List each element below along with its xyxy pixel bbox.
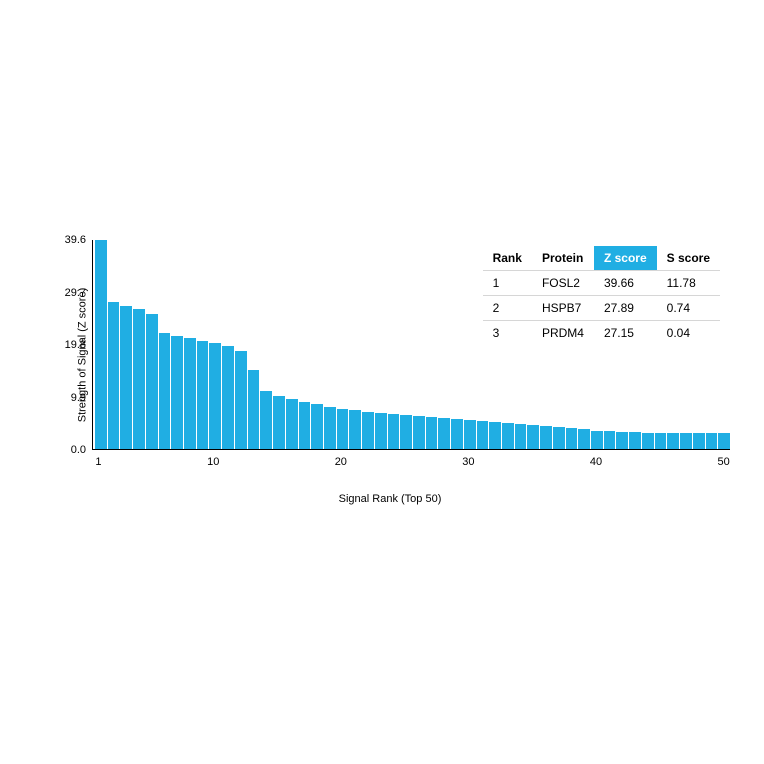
- cell-sscore: 0.74: [657, 296, 720, 321]
- y-tick: 29.7: [65, 287, 86, 299]
- bar: [438, 418, 450, 449]
- cell-rank: 1: [483, 271, 532, 296]
- bar: [146, 314, 158, 449]
- y-tick: 0.0: [71, 444, 86, 456]
- table-header-rank: Rank: [483, 246, 532, 271]
- x-tick: 1: [95, 456, 101, 468]
- cell-rank: 2: [483, 296, 532, 321]
- bar: [209, 343, 221, 449]
- y-axis-ticks: 0.09.919.829.739.6: [50, 240, 90, 450]
- plot-area: RankProteinZ scoreS score 1FOSL239.6611.…: [92, 240, 730, 450]
- bar: [248, 370, 260, 449]
- bar: [375, 413, 387, 449]
- y-tick: 39.6: [65, 234, 86, 246]
- bar: [222, 346, 234, 449]
- bar: [324, 407, 336, 449]
- x-tick: 50: [717, 456, 729, 468]
- bar: [337, 409, 349, 449]
- bar: [566, 428, 578, 449]
- bar: [95, 240, 107, 449]
- bar: [197, 341, 209, 449]
- table-header-protein: Protein: [532, 246, 594, 271]
- table-row: 2HSPB727.890.74: [483, 296, 720, 321]
- x-tick: 40: [590, 456, 602, 468]
- cell-sscore: 0.04: [657, 321, 720, 346]
- bar: [159, 333, 171, 449]
- bar: [388, 414, 400, 449]
- bar: [413, 416, 425, 449]
- bar: [426, 417, 438, 449]
- bar: [706, 433, 718, 449]
- cell-zscore: 27.89: [594, 296, 657, 321]
- cell-protein: HSPB7: [532, 296, 594, 321]
- x-tick: 20: [335, 456, 347, 468]
- table-header-zscore: Z score: [594, 246, 657, 271]
- bar: [604, 431, 616, 449]
- cell-zscore: 39.66: [594, 271, 657, 296]
- cell-protein: FOSL2: [532, 271, 594, 296]
- bar: [171, 336, 183, 449]
- cell-rank: 3: [483, 321, 532, 346]
- bar: [349, 410, 361, 449]
- x-axis-label: Signal Rank (Top 50): [339, 493, 442, 505]
- bar: [489, 422, 501, 449]
- bar: [616, 432, 628, 449]
- bar: [591, 431, 603, 449]
- bar: [260, 391, 272, 449]
- bar: [718, 433, 730, 449]
- top-proteins-table: RankProteinZ scoreS score 1FOSL239.6611.…: [483, 246, 720, 345]
- bar: [578, 429, 590, 449]
- bar: [540, 426, 552, 449]
- bar: [553, 427, 565, 449]
- x-tick: 10: [207, 456, 219, 468]
- y-tick: 9.9: [71, 392, 86, 404]
- bar: [642, 433, 654, 449]
- signal-rank-chart: Strength of Signal (Z score) 0.09.919.82…: [50, 240, 730, 470]
- bar: [311, 404, 323, 449]
- bar: [655, 433, 667, 449]
- bar: [286, 399, 298, 449]
- bar: [120, 306, 132, 449]
- x-tick: 30: [462, 456, 474, 468]
- bar: [400, 415, 412, 449]
- bar: [693, 433, 705, 449]
- bar: [464, 420, 476, 449]
- bar: [451, 419, 463, 449]
- bar: [273, 396, 285, 449]
- bar: [477, 421, 489, 449]
- bar: [108, 302, 120, 449]
- bar: [527, 425, 539, 449]
- y-tick: 19.8: [65, 339, 86, 351]
- table-header-row: RankProteinZ scoreS score: [483, 246, 720, 271]
- table-header-sscore: S score: [657, 246, 720, 271]
- cell-zscore: 27.15: [594, 321, 657, 346]
- bar: [629, 432, 641, 449]
- cell-sscore: 11.78: [657, 271, 720, 296]
- cell-protein: PRDM4: [532, 321, 594, 346]
- bar: [680, 433, 692, 449]
- bar: [133, 309, 145, 449]
- bar: [502, 423, 514, 449]
- x-axis-ticks: 1 10 20 30 40 50: [92, 452, 730, 470]
- bar: [299, 402, 311, 450]
- bar: [515, 424, 527, 449]
- bar: [667, 433, 679, 449]
- bar: [235, 351, 247, 449]
- bar: [184, 338, 196, 449]
- table-row: 3PRDM427.150.04: [483, 321, 720, 346]
- table-body: 1FOSL239.6611.782HSPB727.890.743PRDM427.…: [483, 271, 720, 346]
- bar: [362, 412, 374, 449]
- table-row: 1FOSL239.6611.78: [483, 271, 720, 296]
